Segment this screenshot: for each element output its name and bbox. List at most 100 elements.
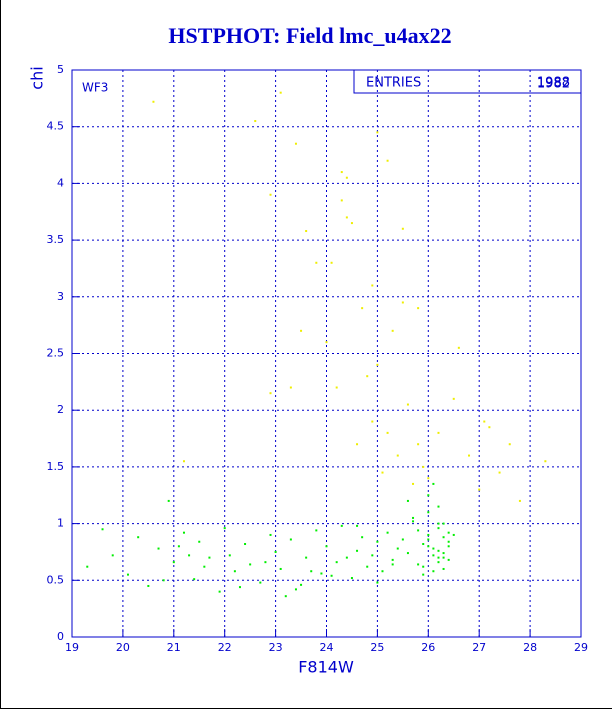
point xyxy=(315,261,318,264)
point xyxy=(498,471,501,474)
point xyxy=(269,392,272,395)
annotation: WF3 xyxy=(82,81,108,95)
x-tick-label: 24 xyxy=(320,641,334,654)
y-tick-label: 2 xyxy=(57,403,64,416)
point xyxy=(396,547,399,550)
point xyxy=(401,301,404,304)
point xyxy=(376,131,379,134)
y-tick-label: 0.5 xyxy=(47,573,65,586)
x-axis-label: F814W xyxy=(298,658,354,677)
point xyxy=(518,499,521,502)
x-tick-label: 20 xyxy=(116,641,130,654)
point xyxy=(483,420,486,423)
y-tick-label: 1.5 xyxy=(47,460,65,473)
point xyxy=(437,505,440,508)
point xyxy=(345,556,348,559)
point xyxy=(340,524,343,527)
point xyxy=(356,549,359,552)
point xyxy=(356,524,359,527)
point xyxy=(442,552,445,555)
point xyxy=(279,91,282,94)
point xyxy=(182,531,185,534)
point xyxy=(361,307,364,310)
point xyxy=(350,577,353,580)
point xyxy=(366,375,369,378)
point xyxy=(417,307,420,310)
point xyxy=(376,540,379,543)
point xyxy=(300,583,303,586)
point xyxy=(452,533,455,536)
point xyxy=(432,547,435,550)
point xyxy=(442,536,445,539)
stats-value: 1988 xyxy=(537,76,570,91)
point xyxy=(147,584,150,587)
point xyxy=(406,499,409,502)
point xyxy=(167,499,170,502)
point xyxy=(437,522,440,525)
point xyxy=(269,533,272,536)
point xyxy=(172,561,175,564)
point xyxy=(361,536,364,539)
x-tick-label: 22 xyxy=(218,641,232,654)
stats-value: 1982 xyxy=(537,77,570,92)
point xyxy=(432,570,435,573)
point xyxy=(447,545,450,548)
point xyxy=(447,558,450,561)
point xyxy=(330,574,333,577)
point xyxy=(152,100,155,103)
x-tick-label: 28 xyxy=(523,641,537,654)
point xyxy=(401,227,404,230)
x-tick-label: 25 xyxy=(370,641,384,654)
point xyxy=(432,482,435,485)
point xyxy=(437,561,440,564)
point xyxy=(233,570,236,573)
point xyxy=(427,533,430,536)
y-tick-label: 5 xyxy=(57,63,64,76)
point xyxy=(289,386,292,389)
point xyxy=(508,443,511,446)
y-tick-label: 4 xyxy=(57,176,64,189)
point xyxy=(427,545,430,548)
point xyxy=(111,554,114,557)
point xyxy=(432,554,435,557)
y-tick-label: 3.5 xyxy=(47,233,65,246)
point xyxy=(427,511,430,514)
x-tick-label: 29 xyxy=(574,641,588,654)
point xyxy=(401,538,404,541)
point xyxy=(396,454,399,457)
point xyxy=(437,527,440,530)
point xyxy=(259,581,262,584)
point xyxy=(422,565,425,568)
point xyxy=(371,554,374,557)
x-tick-label: 23 xyxy=(269,641,283,654)
point xyxy=(381,471,384,474)
point xyxy=(325,341,328,344)
point xyxy=(376,581,379,584)
x-tick-label: 27 xyxy=(472,641,486,654)
point xyxy=(381,570,384,573)
point xyxy=(264,561,267,564)
point xyxy=(274,550,277,553)
y-tick-label: 4.5 xyxy=(47,120,65,133)
point xyxy=(223,527,226,530)
point xyxy=(386,531,389,534)
point xyxy=(284,595,287,598)
point xyxy=(340,171,343,174)
point xyxy=(437,556,440,559)
point xyxy=(254,120,257,123)
point xyxy=(427,538,430,541)
point xyxy=(177,545,180,548)
point xyxy=(350,222,353,225)
point xyxy=(412,482,415,485)
point xyxy=(406,552,409,555)
x-tick-label: 19 xyxy=(65,641,79,654)
point xyxy=(325,545,328,548)
point xyxy=(457,346,460,349)
point xyxy=(478,488,481,491)
point xyxy=(427,494,430,497)
point xyxy=(340,199,343,202)
point xyxy=(315,529,318,532)
point xyxy=(417,529,420,532)
point xyxy=(442,556,445,559)
point xyxy=(371,420,374,423)
